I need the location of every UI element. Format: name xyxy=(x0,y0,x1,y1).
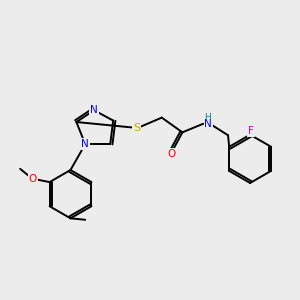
Text: S: S xyxy=(133,123,140,133)
Text: N: N xyxy=(90,105,98,115)
Text: O: O xyxy=(167,149,175,159)
Text: O: O xyxy=(29,174,37,184)
Text: N: N xyxy=(81,139,89,149)
Text: H: H xyxy=(204,113,211,122)
Text: F: F xyxy=(248,126,254,136)
Text: N: N xyxy=(204,119,212,129)
